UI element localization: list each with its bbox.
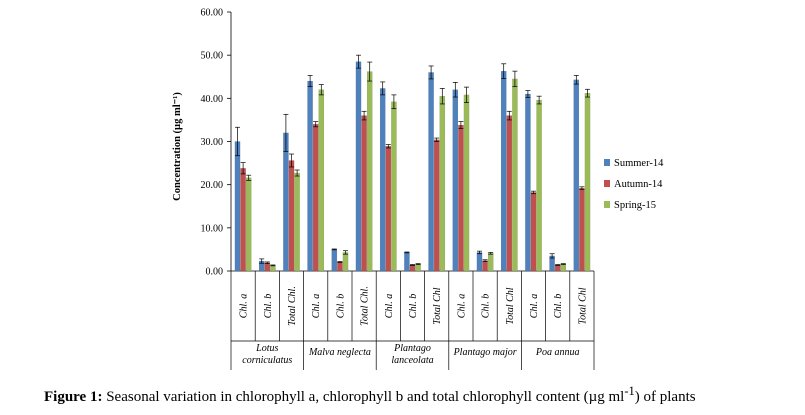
bar-chart: 0.00 10.00 20.00 30.00 40.00 50.00 60.00 Concen… (172, 8, 664, 370)
x-category-label: Chl. b (553, 294, 564, 318)
y-tick-label: 40.00 (201, 94, 224, 105)
bar (579, 187, 585, 272)
bar (270, 265, 276, 272)
x-group-label: Malva neglecta (308, 347, 371, 358)
bar (331, 249, 338, 272)
bar (283, 132, 289, 272)
x-category-label: Chl. b (335, 294, 346, 318)
bar (385, 146, 392, 272)
bar (245, 177, 252, 272)
y-axis-title: Concentration (µg ml⁻¹) (172, 92, 183, 201)
x-category-label: Chl. b (263, 294, 274, 318)
bar (337, 261, 343, 272)
bar (506, 115, 513, 272)
x-category-label: Chl. a (456, 294, 467, 318)
bar (318, 89, 325, 272)
bar (433, 139, 440, 272)
chart-area: 0.00 10.00 20.00 30.00 40.00 50.00 60.00 Concen… (172, 8, 664, 370)
x-category-label: Total Chl. (287, 286, 298, 326)
caption-superscript: -1 (624, 384, 635, 398)
x-group-label: Plantago (393, 343, 431, 354)
legend-swatch (604, 159, 610, 166)
x-group-label: Poa annua (535, 347, 580, 358)
bar (366, 71, 373, 272)
bar (530, 192, 537, 272)
bar (476, 252, 483, 272)
legend-swatch (604, 180, 610, 187)
bar (240, 168, 246, 272)
x-category-label: Chl. a (529, 294, 540, 318)
x-group-label: Plantago major (453, 347, 517, 358)
x-group-label: corniculatus (242, 355, 292, 366)
bar (500, 70, 507, 272)
bar (379, 88, 386, 272)
bar (288, 160, 295, 272)
y-tick-label: 10.00 (201, 223, 224, 234)
legend-label: Spring-15 (614, 200, 656, 211)
y-tick-label: 30.00 (201, 137, 224, 148)
bar (307, 80, 313, 272)
legend-swatch (604, 201, 610, 208)
bar (415, 263, 421, 272)
x-category-label: Total Chl (577, 287, 588, 324)
bar (452, 89, 459, 272)
bar (391, 101, 397, 272)
legend-label: Summer-14 (614, 158, 664, 169)
x-category-label: Total Chl. (360, 286, 371, 326)
x-category-label: Chl. b (481, 294, 492, 318)
bar (428, 72, 434, 272)
bar (361, 115, 367, 272)
y-tick-label: 0.00 (206, 267, 224, 278)
bar (409, 264, 416, 272)
bar (404, 252, 410, 272)
x-category-label: Chl. a (239, 294, 250, 318)
y-tick-label: 50.00 (201, 51, 224, 62)
bar (355, 61, 362, 272)
bar (458, 124, 464, 272)
bar (312, 124, 319, 272)
figure-caption: Figure 1: Seasonal variation in chloroph… (44, 384, 804, 406)
x-category-label: Chl. b (408, 294, 419, 318)
bar (512, 78, 518, 272)
x-category-label: Chl. a (311, 294, 322, 318)
bar (536, 99, 542, 272)
y-tick-label: 60.00 (201, 8, 224, 19)
bar (525, 93, 531, 272)
y-tick-label: 20.00 (201, 180, 224, 191)
bar (573, 79, 580, 272)
bar (463, 94, 470, 272)
x-category-label: Chl. a (384, 294, 395, 318)
caption-tail: ) of plants (634, 389, 696, 405)
bar (264, 262, 271, 272)
legend-label: Autumn-14 (614, 179, 663, 190)
x-category-label: Total Chl (432, 287, 443, 324)
x-group-label: lanceolata (391, 355, 433, 366)
bar (560, 263, 567, 272)
bar (234, 141, 241, 272)
x-category-label: Total Chl (505, 287, 516, 324)
bar (584, 93, 591, 272)
bar (482, 260, 488, 272)
bar (487, 253, 494, 272)
x-group-label: Lotus (255, 343, 278, 354)
caption-label: Figure 1: (44, 389, 103, 405)
bar (554, 264, 561, 272)
bar (342, 252, 349, 272)
bar (439, 96, 446, 272)
bar (294, 172, 300, 272)
caption-text: Seasonal variation in chlorophyll a, chl… (102, 389, 625, 405)
